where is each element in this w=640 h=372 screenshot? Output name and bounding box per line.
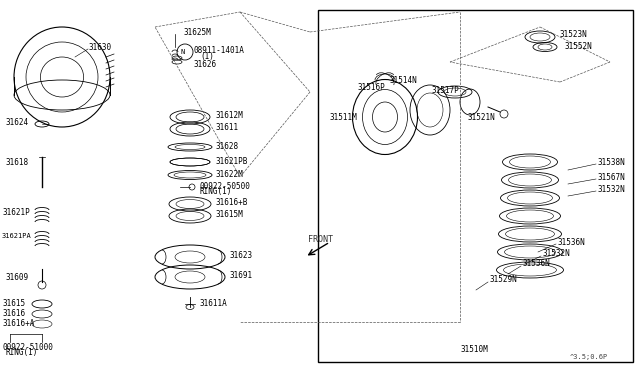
Text: 31621PA: 31621PA xyxy=(2,233,32,239)
Text: 31523N: 31523N xyxy=(560,29,588,38)
Text: 31628: 31628 xyxy=(215,141,238,151)
Bar xyxy=(318,10,633,362)
Text: 31510M: 31510M xyxy=(461,346,489,355)
Text: 31611A: 31611A xyxy=(200,299,228,308)
Text: FRONT: FRONT xyxy=(308,234,333,244)
Text: 31511M: 31511M xyxy=(330,112,358,122)
Text: 31536N: 31536N xyxy=(558,237,586,247)
Text: 31621P: 31621P xyxy=(2,208,29,217)
Text: 31517P: 31517P xyxy=(432,86,460,94)
Text: 31625M: 31625M xyxy=(183,28,211,36)
Text: RING(1): RING(1) xyxy=(5,349,37,357)
Text: 31624: 31624 xyxy=(5,118,28,126)
Text: 31514N: 31514N xyxy=(390,76,418,84)
Text: 31538N: 31538N xyxy=(598,157,626,167)
Text: 31609: 31609 xyxy=(5,273,28,282)
Text: 00922-51000: 00922-51000 xyxy=(2,343,53,352)
Text: 31691: 31691 xyxy=(230,270,253,279)
Text: 31516P: 31516P xyxy=(358,83,386,92)
Text: (1): (1) xyxy=(200,51,214,61)
Text: 31616+A: 31616+A xyxy=(2,318,35,327)
Text: 31626: 31626 xyxy=(193,60,216,68)
Text: 31622M: 31622M xyxy=(215,170,243,179)
Text: ^3.5;0.6P: ^3.5;0.6P xyxy=(570,354,608,360)
Text: N: N xyxy=(181,49,185,55)
Text: 31612M: 31612M xyxy=(215,110,243,119)
Text: 31567N: 31567N xyxy=(598,173,626,182)
Text: 31616: 31616 xyxy=(2,308,25,317)
Text: 08911-1401A: 08911-1401A xyxy=(193,45,244,55)
Text: 31630: 31630 xyxy=(88,42,111,51)
Text: 31618: 31618 xyxy=(5,157,28,167)
Text: 31532N: 31532N xyxy=(598,185,626,193)
Text: 31611: 31611 xyxy=(215,122,238,131)
Text: 31623: 31623 xyxy=(230,250,253,260)
Text: 00922-50500: 00922-50500 xyxy=(200,182,251,190)
Text: 31532N: 31532N xyxy=(543,250,571,259)
Text: 31529N: 31529N xyxy=(490,276,518,285)
Text: 31621PB: 31621PB xyxy=(215,157,248,166)
Text: 31552N: 31552N xyxy=(565,42,593,51)
Text: RING(1): RING(1) xyxy=(200,186,232,196)
Text: 31616+B: 31616+B xyxy=(215,198,248,206)
Text: 31521N: 31521N xyxy=(468,112,496,122)
Text: 31615M: 31615M xyxy=(215,209,243,218)
Text: 31536N: 31536N xyxy=(523,260,551,269)
Text: 31615: 31615 xyxy=(2,298,25,308)
